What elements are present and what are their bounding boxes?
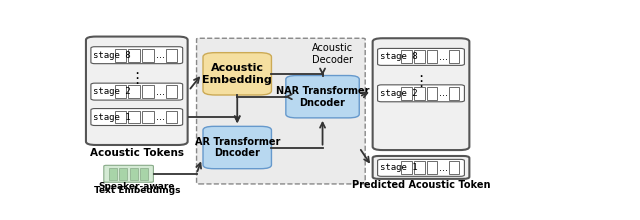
Text: stage 2: stage 2 bbox=[93, 87, 131, 96]
Bar bbox=[142, 85, 154, 98]
Bar bbox=[129, 85, 140, 98]
Text: stage 1: stage 1 bbox=[380, 163, 417, 172]
FancyBboxPatch shape bbox=[203, 53, 271, 95]
Text: ⋮: ⋮ bbox=[413, 74, 429, 89]
Bar bbox=[129, 111, 140, 123]
Text: ...: ... bbox=[156, 87, 164, 97]
Bar bbox=[115, 85, 126, 98]
Bar bbox=[449, 161, 460, 174]
Bar bbox=[166, 85, 177, 98]
FancyBboxPatch shape bbox=[286, 75, 359, 118]
Text: Text Embeddings: Text Embeddings bbox=[94, 186, 180, 195]
FancyBboxPatch shape bbox=[372, 156, 469, 179]
Bar bbox=[414, 50, 425, 63]
FancyBboxPatch shape bbox=[378, 85, 465, 102]
Bar bbox=[119, 168, 127, 180]
Bar bbox=[401, 161, 412, 174]
FancyBboxPatch shape bbox=[196, 38, 365, 184]
FancyBboxPatch shape bbox=[104, 165, 154, 182]
FancyBboxPatch shape bbox=[378, 48, 465, 65]
Text: ...: ... bbox=[156, 50, 164, 60]
Text: stage 2: stage 2 bbox=[380, 89, 417, 98]
FancyBboxPatch shape bbox=[91, 47, 182, 64]
Text: AR Transformer
Dncoder: AR Transformer Dncoder bbox=[195, 137, 280, 158]
Text: stage 8: stage 8 bbox=[380, 52, 417, 61]
FancyBboxPatch shape bbox=[203, 126, 271, 169]
Text: Acoustic Tokens: Acoustic Tokens bbox=[90, 148, 184, 158]
Bar bbox=[427, 50, 437, 63]
FancyBboxPatch shape bbox=[372, 38, 469, 150]
Text: NAR Transformer
Dncoder: NAR Transformer Dncoder bbox=[276, 86, 369, 108]
Bar bbox=[129, 49, 140, 62]
Text: ...: ... bbox=[439, 163, 448, 173]
Text: stage 8: stage 8 bbox=[93, 51, 131, 60]
Text: ⋮: ⋮ bbox=[129, 72, 145, 86]
Bar bbox=[427, 87, 437, 100]
Bar bbox=[449, 87, 460, 100]
Bar bbox=[115, 49, 126, 62]
Bar bbox=[414, 161, 425, 174]
Text: Predicted Acoustic Token: Predicted Acoustic Token bbox=[352, 180, 490, 190]
Text: ...: ... bbox=[439, 52, 448, 62]
Bar bbox=[115, 111, 126, 123]
Bar bbox=[166, 111, 177, 123]
Text: Speaker-aware: Speaker-aware bbox=[99, 183, 175, 191]
FancyBboxPatch shape bbox=[378, 159, 465, 176]
Bar bbox=[401, 50, 412, 63]
Bar bbox=[166, 49, 177, 62]
Bar bbox=[142, 111, 154, 123]
Text: Acoustic
Embedding: Acoustic Embedding bbox=[202, 63, 272, 85]
FancyBboxPatch shape bbox=[86, 37, 188, 145]
Text: stage 1: stage 1 bbox=[93, 112, 131, 121]
Text: ...: ... bbox=[439, 88, 448, 98]
FancyBboxPatch shape bbox=[91, 83, 182, 100]
Bar bbox=[427, 161, 437, 174]
Bar bbox=[130, 168, 138, 180]
Bar bbox=[414, 87, 425, 100]
Text: ...: ... bbox=[156, 112, 164, 122]
FancyBboxPatch shape bbox=[91, 108, 182, 125]
Bar bbox=[449, 50, 460, 63]
Bar bbox=[142, 49, 154, 62]
Bar bbox=[140, 168, 148, 180]
Text: Acoustic
Decoder: Acoustic Decoder bbox=[312, 43, 353, 65]
Bar bbox=[401, 87, 412, 100]
Bar bbox=[109, 168, 117, 180]
